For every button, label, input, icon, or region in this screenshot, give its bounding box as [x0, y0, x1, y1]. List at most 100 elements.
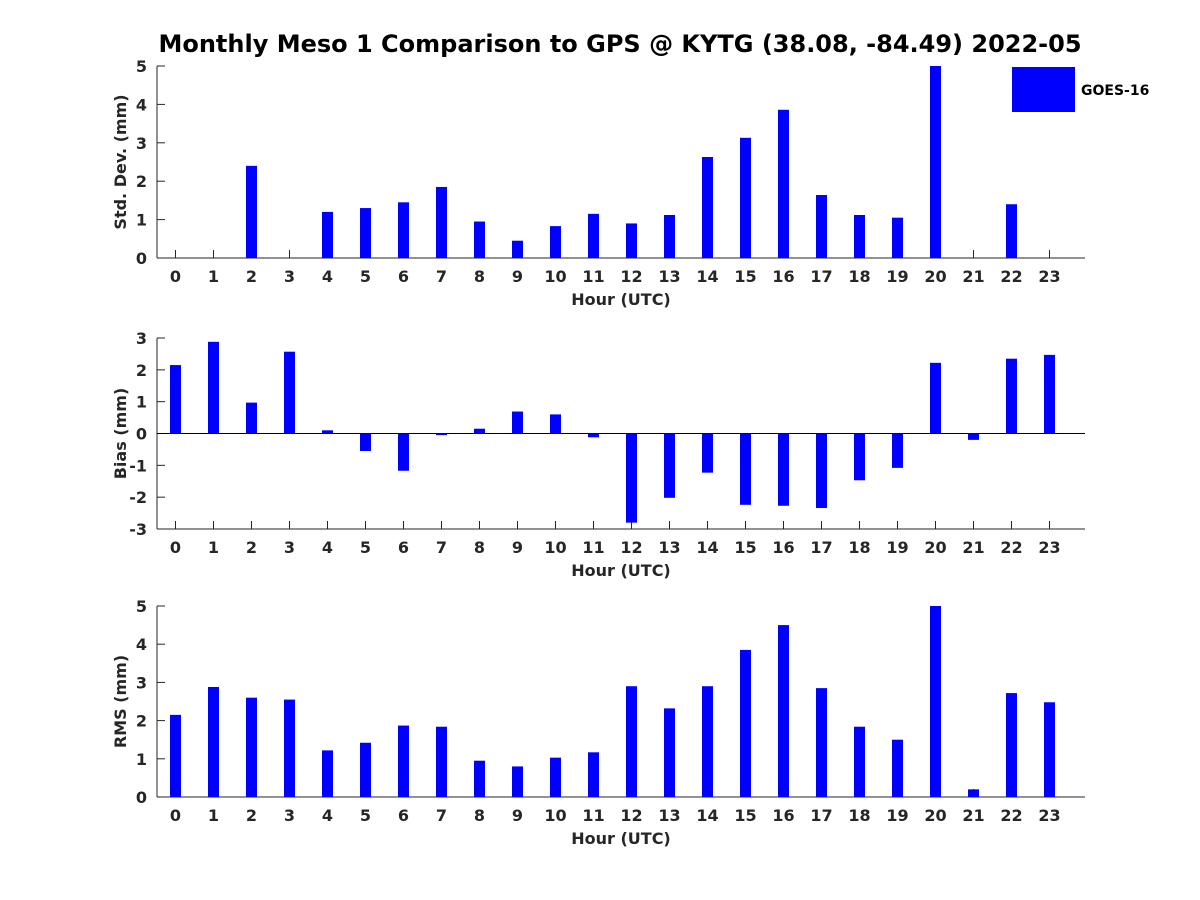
x-tick-label: 18: [848, 538, 870, 557]
bar-hour-2: [246, 697, 257, 797]
bar-hour-18: [854, 214, 865, 258]
bar-hour-15: [740, 137, 751, 258]
x-tick-label: 10: [544, 806, 566, 825]
x-tick-label: 8: [474, 806, 485, 825]
x-tick-label: 4: [322, 806, 333, 825]
x-tick-label: 21: [962, 538, 984, 557]
x-tick-label: 11: [582, 267, 604, 286]
bar-hour-11: [588, 752, 599, 797]
bar-hour-1: [208, 341, 219, 434]
bar-hour-19: [892, 217, 903, 258]
bar-hour-9: [512, 240, 523, 258]
bar-hour-6: [398, 725, 409, 797]
x-tick-label: 3: [284, 538, 295, 557]
x-tick-label: 6: [398, 538, 409, 557]
x-tick-label: 0: [170, 538, 181, 557]
bar-hour-23: [1044, 354, 1055, 434]
y-tick-label: 4: [136, 95, 147, 114]
x-tick-label: 19: [886, 538, 908, 557]
x-tick-label: 14: [696, 538, 718, 557]
bar-hour-6: [398, 202, 409, 258]
x-tick-label: 12: [620, 267, 642, 286]
x-tick-label: 9: [512, 267, 523, 286]
bar-hour-22: [1006, 693, 1017, 797]
bar-hour-7: [436, 186, 447, 258]
bar-hour-10: [550, 226, 561, 258]
bar-hour-3: [284, 699, 295, 797]
x-tick-label: 15: [734, 267, 756, 286]
bar-hour-13: [664, 214, 675, 258]
x-tick-label: 0: [170, 267, 181, 286]
y-axis-label: Bias (mm): [111, 388, 130, 480]
bar-hour-12: [626, 223, 637, 258]
x-tick-label: 11: [582, 538, 604, 557]
x-tick-label: 18: [848, 267, 870, 286]
bar-hour-18: [854, 433, 865, 481]
y-tick-label: 4: [136, 635, 147, 654]
bar-hour-1: [208, 686, 219, 797]
bar-hour-19: [892, 739, 903, 797]
bar-hour-14: [702, 433, 713, 473]
bar-hour-5: [360, 742, 371, 797]
y-tick-label: 3: [136, 673, 147, 692]
x-tick-label: 9: [512, 538, 523, 557]
bar-hour-11: [588, 433, 599, 438]
x-tick-label: 17: [810, 267, 832, 286]
bar-hour-11: [588, 213, 599, 258]
x-tick-label: 22: [1000, 806, 1022, 825]
x-tick-label: 16: [772, 806, 794, 825]
x-tick-label: 11: [582, 806, 604, 825]
x-tick-label: 16: [772, 267, 794, 286]
bar-hour-4: [322, 430, 333, 434]
bar-hour-9: [512, 411, 523, 434]
x-tick-label: 22: [1000, 267, 1022, 286]
bar-hour-17: [816, 433, 827, 508]
bar-hour-13: [664, 433, 675, 498]
y-tick-label: -2: [129, 488, 147, 507]
x-tick-label: 0: [170, 806, 181, 825]
bar-hour-17: [816, 195, 827, 258]
x-tick-label: 22: [1000, 538, 1022, 557]
y-tick-label: -1: [129, 456, 147, 475]
bar-hour-10: [550, 757, 561, 797]
x-tick-label: 20: [924, 267, 946, 286]
bar-hour-17: [816, 688, 827, 797]
x-tick-label: 17: [810, 538, 832, 557]
x-tick-label: 5: [360, 538, 371, 557]
x-tick-label: 21: [962, 267, 984, 286]
x-tick-label: 1: [208, 806, 219, 825]
bar-hour-15: [740, 649, 751, 797]
y-tick-label: -3: [129, 520, 147, 539]
legend-label: GOES-16: [1081, 83, 1149, 99]
x-tick-label: 10: [544, 267, 566, 286]
y-tick-label: 5: [136, 597, 147, 616]
bar-hour-15: [740, 433, 751, 505]
y-tick-label: 2: [136, 712, 147, 731]
y-tick-label: 1: [136, 750, 147, 769]
x-tick-label: 13: [658, 267, 680, 286]
bar-hour-2: [246, 402, 257, 434]
bar-hour-7: [436, 726, 447, 797]
y-tick-label: 0: [136, 249, 147, 268]
bar-hour-12: [626, 686, 637, 797]
y-tick-label: 1: [136, 211, 147, 230]
bar-hour-4: [322, 211, 333, 258]
bar-hour-19: [892, 433, 903, 468]
x-tick-label: 1: [208, 267, 219, 286]
x-tick-label: 3: [284, 267, 295, 286]
x-tick-label: 13: [658, 806, 680, 825]
x-tick-label: 9: [512, 806, 523, 825]
x-tick-label: 10: [544, 538, 566, 557]
bar-hour-16: [778, 433, 789, 506]
legend: GOES-16: [1012, 67, 1149, 112]
x-tick-label: 8: [474, 267, 485, 286]
bar-hour-23: [1044, 702, 1055, 797]
x-tick-label: 14: [696, 806, 718, 825]
bar-hour-22: [1006, 204, 1017, 258]
x-tick-label: 17: [810, 806, 832, 825]
y-tick-label: 3: [136, 134, 147, 153]
x-tick-label: 15: [734, 806, 756, 825]
